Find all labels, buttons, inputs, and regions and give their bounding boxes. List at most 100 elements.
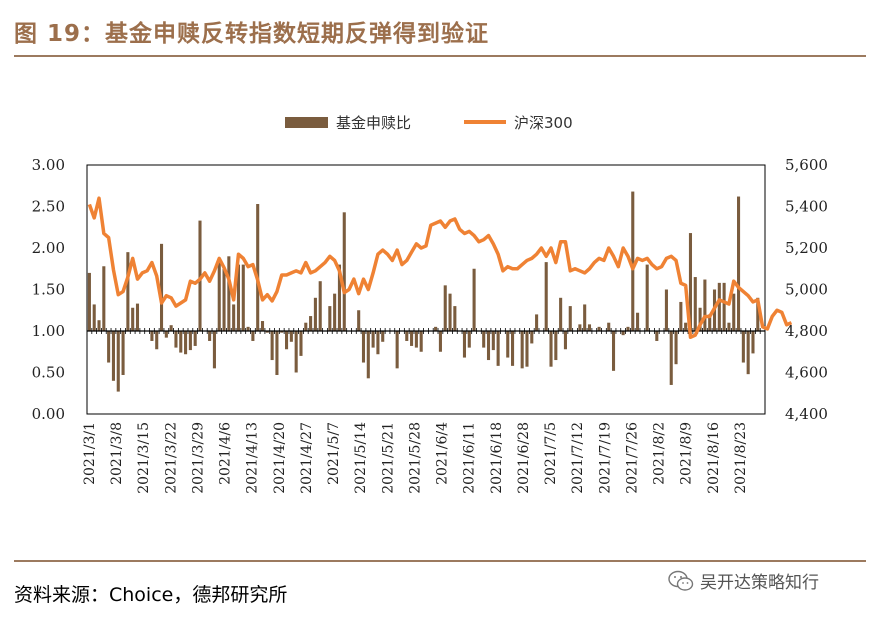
x-tick-label: 2021/4/6 [218,422,234,485]
x-tick-label: 2021/4/27 [299,422,315,494]
bar [453,306,457,331]
x-tick-label: 2021/6/28 [516,422,532,494]
x-tick-label: 2021/7/26 [624,422,640,494]
bar [222,268,226,331]
right-tick-label: 5,600 [785,156,828,174]
bar-series [87,191,765,392]
bar [107,331,111,363]
bar [87,272,91,331]
bar [631,191,635,331]
legend-bar-swatch [285,117,328,128]
bar [92,304,96,331]
bar [438,331,442,352]
bar [318,281,322,331]
bar [289,331,293,342]
x-tick-label: 2021/3/29 [191,422,207,494]
bar [506,331,510,358]
left-tick-label: 1.50 [32,281,65,299]
x-tick-label: 2021/4/20 [272,422,288,494]
bar [597,326,601,331]
bar [559,297,563,331]
bar [256,204,260,331]
bar [337,264,341,331]
bar [684,322,688,331]
bar [679,301,683,331]
x-tick-label: 2021/3/15 [136,422,152,494]
right-tick-label: 5,400 [785,198,828,216]
bar [722,282,726,331]
bar [381,331,385,342]
bar [184,331,188,355]
left-tick-label: 0.00 [32,405,65,423]
x-tick-label: 2021/6/11 [462,422,478,494]
bar [193,331,197,346]
bar [669,331,673,385]
bar [371,331,375,348]
bar [188,331,192,351]
bar [554,331,558,361]
x-tick-label: 2021/3/8 [109,422,125,485]
x-tick-label: 2021/7/12 [570,422,586,494]
bar [626,326,630,331]
bar [198,220,202,331]
bar [751,331,755,354]
x-tick-label: 2021/5/7 [326,422,342,485]
bar [467,331,471,348]
bar [169,325,173,331]
bar [309,316,313,331]
right-tick-label: 5,200 [785,239,828,257]
bar [520,331,524,369]
x-axis-ticks: 2021/3/1 2021/3/8 2021/3/15 2021/3/22 2021/3… [82,422,749,494]
bar [535,314,539,331]
bar [251,331,255,341]
bar [366,331,370,379]
bar [717,282,721,331]
bar [746,331,750,375]
bar [568,306,572,331]
legend-line-label: 沪深300 [514,114,573,132]
chart: 基金申赎比 沪深300 0.000.501.001.502.002.503.00 … [32,114,828,494]
bar [179,331,183,353]
right-tick-label: 4,800 [785,322,828,340]
x-tick-label: 2021/7/5 [543,422,559,485]
left-tick-label: 0.50 [32,364,65,382]
bar [265,331,269,333]
bar [727,322,731,331]
bar [116,331,120,392]
bar [280,331,284,333]
bar [260,321,265,331]
line-series [87,196,793,339]
bar [525,331,529,367]
right-tick-label: 4,400 [785,405,828,423]
bar [217,257,221,331]
bar [530,331,534,344]
left-axis-ticks: 0.00 0.50 1.00 1.50 2.00 2.50 3.00 [32,156,65,423]
bar [482,331,486,348]
bar [328,306,332,331]
bar [756,297,760,331]
title-rule [14,55,866,57]
x-tick-label: 2021/8/23 [733,422,749,494]
right-axis-ticks: 4,400 4,600 4,800 5,000 5,200 5,400 5,600 [785,156,828,423]
bar [236,264,241,331]
line-path [87,196,793,339]
bar [611,331,616,371]
bar [333,293,337,331]
bar [587,324,592,331]
bar [135,303,140,331]
bar [164,331,168,338]
bar [472,268,476,331]
watermark-text: 吴开达策略知行 [700,573,819,593]
x-tick-label: 2021/5/21 [380,422,396,494]
bar [462,331,467,358]
bar [741,331,745,363]
bar [486,331,491,361]
bar [131,307,135,331]
bar [655,331,659,341]
bar [299,331,303,356]
bar [414,331,418,348]
x-tick-label: 2021/8/2 [652,422,668,485]
x-tick-label: 2021/8/9 [679,422,695,485]
bar [410,331,414,346]
x-tick-label: 2021/8/16 [706,422,722,494]
